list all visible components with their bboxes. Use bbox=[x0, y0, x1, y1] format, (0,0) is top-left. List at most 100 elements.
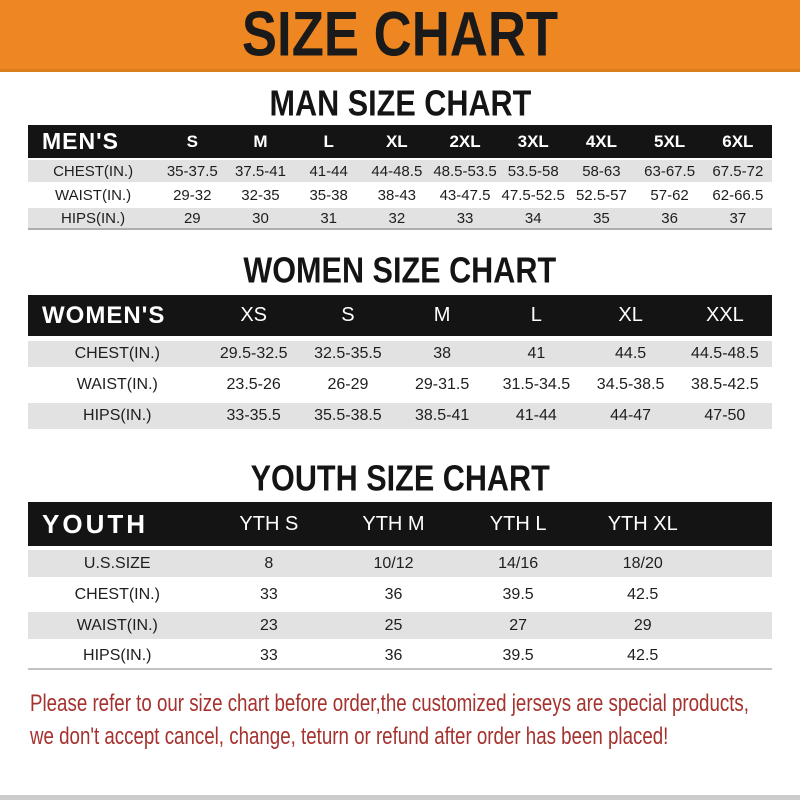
women-size-table: WOMEN'S XS S M L XL XXL CHEST(IN.) 29.5-32.5 32.5… bbox=[28, 290, 772, 434]
size-cell: 57-62 bbox=[635, 184, 704, 206]
size-cell: 27 bbox=[455, 612, 581, 639]
footer-notice: Please refer to our size chart before or… bbox=[0, 687, 800, 753]
size-cell: 29 bbox=[580, 612, 706, 639]
size-cell: 34.5-38.5 bbox=[583, 372, 678, 398]
filler-cell bbox=[705, 502, 772, 546]
column-header: YTH XL bbox=[580, 502, 706, 546]
size-cell: 29 bbox=[158, 208, 227, 230]
size-cell: 47.5-52.5 bbox=[499, 184, 568, 206]
table-row: WAIST(IN.) 23.5-26 26-29 29-31.5 31.5-34.5 34… bbox=[28, 372, 772, 398]
table-title: WOMEN'S bbox=[28, 295, 207, 336]
size-cell: 41 bbox=[489, 341, 584, 367]
size-cell: 67.5-72 bbox=[703, 160, 772, 182]
size-cell: 38-43 bbox=[362, 184, 431, 206]
notice-line-2: we don't accept cancel, change, teturn o… bbox=[30, 720, 800, 753]
size-cell: 34 bbox=[499, 208, 568, 230]
table-title: MEN'S bbox=[28, 125, 159, 158]
size-cell: 35-37.5 bbox=[158, 160, 227, 182]
column-header: 5XL bbox=[635, 125, 704, 158]
filler-cell bbox=[705, 612, 772, 639]
size-cell: 36 bbox=[331, 581, 456, 608]
column-header: XL bbox=[362, 125, 431, 158]
size-cell: 31.5-34.5 bbox=[489, 372, 584, 398]
size-cell: 23.5-26 bbox=[206, 372, 301, 398]
filler-cell bbox=[705, 581, 772, 608]
size-cell: 8 bbox=[206, 550, 332, 577]
column-header: YTH S bbox=[206, 502, 332, 546]
size-cell: 23 bbox=[206, 612, 332, 639]
notice-line-1: Please refer to our size chart before or… bbox=[30, 687, 800, 720]
size-cell: 36 bbox=[635, 208, 704, 230]
row-label: HIPS(IN.) bbox=[28, 643, 207, 670]
size-cell: 32-35 bbox=[226, 184, 295, 206]
table-row: HIPS(IN.) 29 30 31 32 33 34 35 36 37 bbox=[28, 208, 772, 230]
notice-line-2-text: we don't accept cancel, change, teturn o… bbox=[30, 723, 669, 750]
size-cell: 37 bbox=[703, 208, 772, 230]
row-label: WAIST(IN.) bbox=[28, 612, 207, 639]
size-cell: 47-50 bbox=[677, 403, 772, 429]
men-size-table: MEN'S S M L XL 2XL 3XL 4XL 5XL 6XL CHEST(IN.) 35-37… bbox=[28, 123, 772, 232]
women-section-heading: WOMEN SIZE CHART bbox=[0, 251, 800, 291]
size-cell: 35-38 bbox=[294, 184, 363, 206]
size-cell: 29-31.5 bbox=[395, 372, 490, 398]
row-label: CHEST(IN.) bbox=[28, 341, 207, 367]
size-cell: 14/16 bbox=[455, 550, 581, 577]
column-header: 3XL bbox=[499, 125, 568, 158]
size-cell: 31 bbox=[294, 208, 363, 230]
row-label: CHEST(IN.) bbox=[28, 581, 207, 608]
size-cell: 37.5-41 bbox=[226, 160, 295, 182]
size-cell: 53.5-58 bbox=[499, 160, 568, 182]
column-header: S bbox=[158, 125, 227, 158]
table-row: WAIST(IN.) 23 25 27 29 bbox=[28, 612, 772, 639]
row-label: HIPS(IN.) bbox=[28, 403, 207, 429]
column-header: XL bbox=[583, 295, 678, 336]
size-cell: 41-44 bbox=[489, 403, 584, 429]
size-cell: 26-29 bbox=[300, 372, 396, 398]
row-label: CHEST(IN.) bbox=[28, 160, 159, 182]
size-cell: 35.5-38.5 bbox=[300, 403, 396, 429]
table-row: U.S.SIZE 8 10/12 14/16 18/20 bbox=[28, 550, 772, 577]
size-cell: 36 bbox=[331, 643, 456, 670]
table-row: HIPS(IN.) 33-35.5 35.5-38.5 38.5-41 41-44 44-… bbox=[28, 403, 772, 429]
header-row: MEN'S S M L XL 2XL 3XL 4XL 5XL 6XL bbox=[28, 125, 772, 158]
size-cell: 25 bbox=[331, 612, 456, 639]
size-cell: 63-67.5 bbox=[635, 160, 704, 182]
row-label: U.S.SIZE bbox=[28, 550, 207, 577]
size-cell: 33 bbox=[430, 208, 500, 230]
column-header: S bbox=[300, 295, 396, 336]
youth-section-heading-text: YOUTH SIZE CHART bbox=[250, 459, 550, 499]
size-cell: 52.5-57 bbox=[567, 184, 636, 206]
header-row: WOMEN'S XS S M L XL XXL bbox=[28, 295, 772, 336]
size-cell: 44.5 bbox=[583, 341, 678, 367]
size-cell: 33 bbox=[206, 643, 332, 670]
men-section: MAN SIZE CHART MEN'S S M L XL 2XL 3XL 4XL 5XL 6XL… bbox=[0, 84, 800, 232]
filler-cell bbox=[705, 643, 772, 670]
row-label: WAIST(IN.) bbox=[28, 372, 207, 398]
size-cell: 38.5-42.5 bbox=[677, 372, 772, 398]
notice-line-1-text: Please refer to our size chart before or… bbox=[30, 690, 750, 717]
row-label: HIPS(IN.) bbox=[28, 208, 159, 230]
women-section: WOMEN SIZE CHART WOMEN'S XS S M L XL XXL CHEST(… bbox=[0, 251, 800, 434]
size-cell: 29-32 bbox=[158, 184, 227, 206]
youth-section: YOUTH SIZE CHART YOUTH YTH S YTH M YTH L YTH… bbox=[0, 459, 800, 674]
women-section-heading-text: WOMEN SIZE CHART bbox=[243, 251, 557, 291]
size-cell: 10/12 bbox=[331, 550, 456, 577]
column-header: L bbox=[489, 295, 584, 336]
banner: SIZE CHART bbox=[0, 0, 800, 72]
size-cell: 33-35.5 bbox=[206, 403, 301, 429]
size-cell: 18/20 bbox=[580, 550, 706, 577]
bottom-strip bbox=[0, 795, 800, 800]
youth-section-heading: YOUTH SIZE CHART bbox=[0, 459, 800, 499]
size-cell: 38.5-41 bbox=[395, 403, 490, 429]
table-row: CHEST(IN.) 33 36 39.5 42.5 bbox=[28, 581, 772, 608]
filler-cell bbox=[705, 550, 772, 577]
size-cell: 33 bbox=[206, 581, 332, 608]
size-cell: 42.5 bbox=[580, 643, 706, 670]
size-cell: 32 bbox=[362, 208, 431, 230]
table-row: CHEST(IN.) 29.5-32.5 32.5-35.5 38 41 44.5 44.5… bbox=[28, 341, 772, 367]
column-header: XXL bbox=[677, 295, 772, 336]
size-cell: 43-47.5 bbox=[430, 184, 500, 206]
size-cell: 29.5-32.5 bbox=[206, 341, 301, 367]
size-cell: 44-48.5 bbox=[362, 160, 431, 182]
